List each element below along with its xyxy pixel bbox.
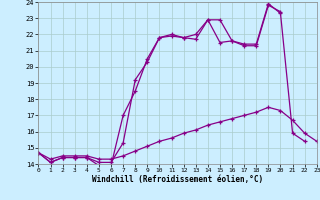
X-axis label: Windchill (Refroidissement éolien,°C): Windchill (Refroidissement éolien,°C) [92, 175, 263, 184]
